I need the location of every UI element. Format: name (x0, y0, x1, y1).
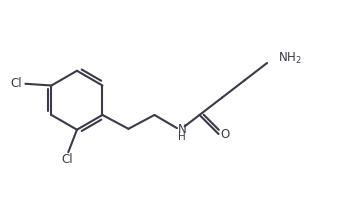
Text: Cl: Cl (10, 77, 22, 90)
Text: NH$_2$: NH$_2$ (278, 51, 302, 66)
Text: N: N (178, 123, 187, 136)
Text: H: H (178, 132, 186, 142)
Text: O: O (220, 127, 229, 140)
Text: Cl: Cl (62, 153, 73, 166)
